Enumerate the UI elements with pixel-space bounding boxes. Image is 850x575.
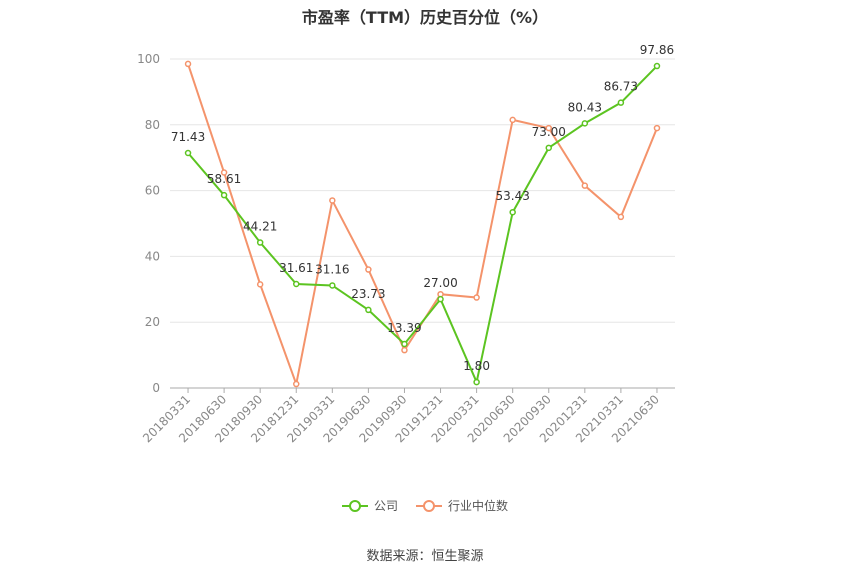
legend-industry-swatch-icon (416, 499, 442, 513)
industry-median-point (293, 380, 300, 388)
company-data-label: 53.43 (495, 189, 529, 203)
chart-title: 市盈率（TTM）历史百分位（%） (301, 8, 549, 27)
company-point (509, 208, 516, 216)
legend: 公司 行业中位数 (0, 497, 850, 514)
industry-median-point (401, 346, 408, 354)
company-data-label: 27.00 (423, 276, 457, 290)
company-point (220, 191, 228, 199)
company-point (437, 295, 444, 303)
company-data-label: 31.16 (315, 262, 349, 276)
y-tick-label: 80 (145, 118, 160, 132)
company-data-label: 1.80 (463, 359, 490, 373)
legend-item-company[interactable]: 公司 (341, 497, 398, 514)
company-point (184, 149, 192, 157)
company-point (365, 306, 372, 314)
company-data-label: 80.43 (568, 100, 602, 114)
company-data-label: 58.61 (207, 172, 241, 186)
industry-median-point (473, 294, 480, 301)
industry-median-point (617, 213, 625, 221)
company-data-label: 73.00 (532, 125, 566, 139)
industry-median-point (220, 169, 228, 176)
industry-median-point (365, 266, 372, 273)
company-data-label: 86.73 (604, 80, 638, 94)
industry-median-point (329, 197, 336, 204)
y-tick-label: 20 (145, 315, 160, 329)
company-data-label: 97.86 (640, 43, 674, 57)
y-tick-label: 100 (137, 52, 160, 66)
y-tick-label: 60 (145, 184, 160, 198)
company-point (329, 282, 336, 289)
company-point (473, 378, 480, 386)
industry-median-point (581, 182, 589, 189)
company-point (653, 62, 661, 70)
company-point (617, 99, 625, 106)
company-point (293, 280, 300, 288)
y-tick-label: 0 (152, 381, 160, 395)
industry-median-point (509, 116, 516, 124)
company-point (256, 239, 264, 246)
company-data-label: 13.39 (387, 321, 421, 335)
legend-company-label: 公司 (373, 499, 398, 513)
legend-industry-label: 行业中位数 (448, 499, 509, 513)
company-point (581, 120, 589, 127)
company-point (401, 340, 408, 348)
y-tick-label: 40 (145, 249, 160, 263)
industry-median-point (653, 124, 661, 132)
legend-item-industry-median[interactable]: 行业中位数 (416, 497, 508, 514)
industry-median-point (184, 60, 192, 68)
industry-median-point (256, 281, 264, 288)
data-source: 数据来源：恒生聚源 (366, 549, 484, 564)
company-data-label: 71.43 (171, 130, 205, 144)
company-point (545, 144, 552, 152)
legend-company-swatch-icon (341, 499, 368, 513)
company-data-label: 44.21 (243, 220, 277, 234)
industry-median-point (545, 124, 552, 132)
company-data-label: 31.61 (279, 261, 313, 275)
company-data-label: 23.73 (351, 287, 385, 301)
series-layer (184, 60, 661, 388)
series-line-company (187, 65, 658, 386)
